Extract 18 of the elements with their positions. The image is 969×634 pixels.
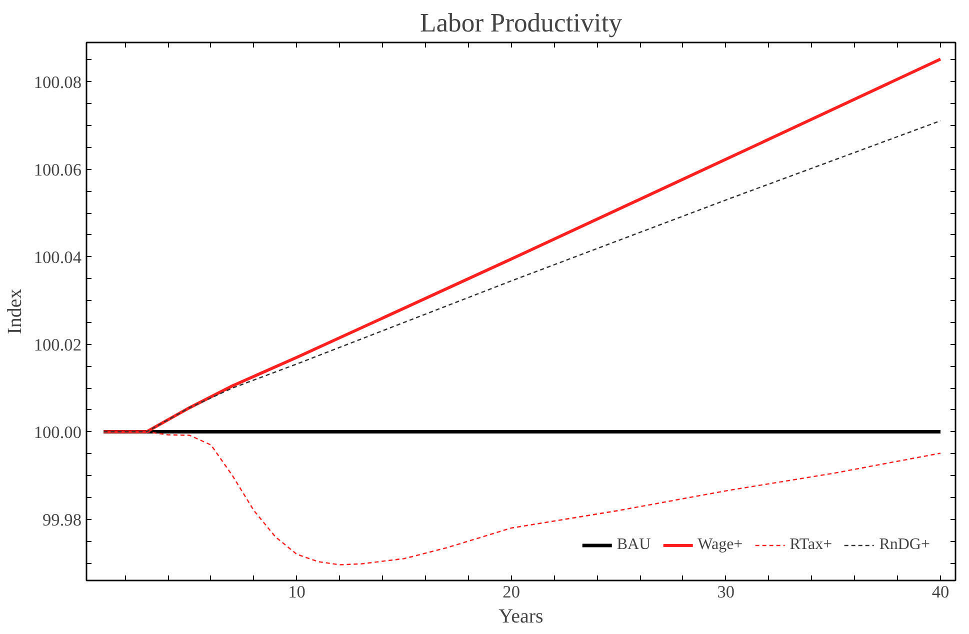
legend-label: RnDG+ <box>879 536 930 554</box>
x-tick-label: 30 <box>717 582 735 602</box>
y-axis-title: Index <box>4 288 26 334</box>
x-tick-label: 10 <box>288 582 306 602</box>
legend-label: RTax+ <box>790 536 832 554</box>
x-tick-label: 20 <box>502 582 520 602</box>
y-tick-label: 100.08 <box>34 72 82 92</box>
x-tick-label: 40 <box>932 582 950 602</box>
y-tick-label: 100.00 <box>34 422 82 442</box>
y-tick-label: 100.06 <box>34 160 82 180</box>
chart-title: Labor Productivity <box>420 8 623 38</box>
y-tick-label: 99.98 <box>42 510 82 530</box>
legend-label: Wage+ <box>698 536 743 554</box>
y-tick-label: 100.04 <box>34 248 82 267</box>
y-tick-label: 100.02 <box>34 335 82 354</box>
legend-label: BAU <box>616 536 651 554</box>
line-series <box>103 120 942 432</box>
x-axis-title: Years <box>498 606 544 628</box>
